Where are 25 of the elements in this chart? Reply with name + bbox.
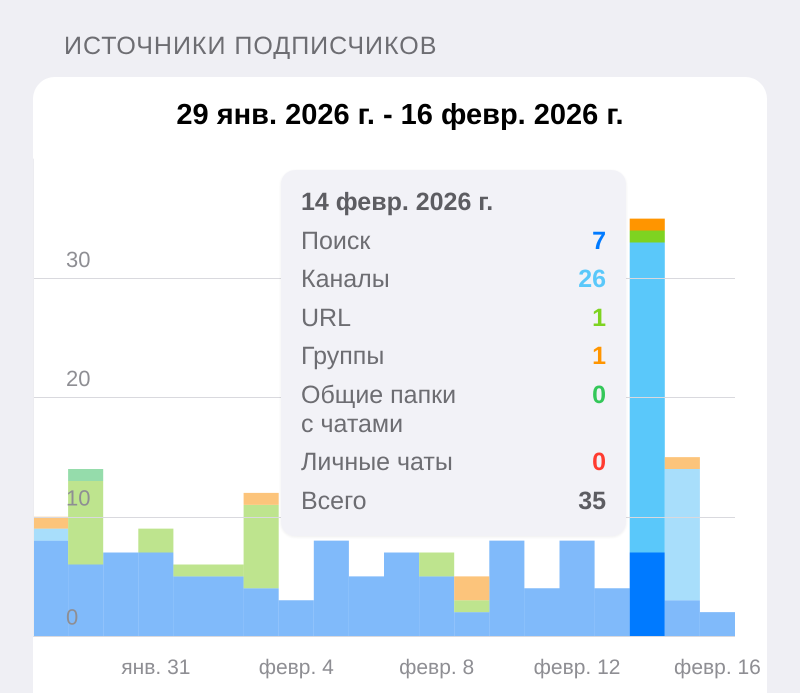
y-tick-label: 0 (66, 604, 78, 630)
category-label: Личные чаты (301, 448, 453, 477)
category-label: Поиск (301, 226, 370, 256)
x-tick-label: февр. 12 (534, 656, 620, 679)
data-label: 0 (592, 380, 606, 410)
y-tick-label: 30 (66, 246, 90, 272)
category-label: Общие папки с чатами (301, 380, 458, 438)
category-label: Каналы (301, 265, 390, 294)
chart-title: ИСТОЧНИКИ ПОДПИСЧИКОВ (64, 32, 438, 61)
chart-subtitle: 29 янв. 2026 г. - 16 февр. 2026 г. (175, 99, 625, 132)
category-label: Всего (301, 486, 367, 516)
x-tick-label: янв. 31 (121, 656, 190, 679)
data-label: 26 (578, 265, 606, 294)
data-label: 1 (592, 342, 606, 371)
x-tick-label: февр. 8 (399, 656, 474, 679)
x-tick-label: февр. 16 (674, 656, 761, 679)
data-label: 7 (592, 226, 606, 256)
category-label: URL (301, 304, 352, 332)
data-label: 35 (578, 486, 606, 516)
x-tick-label: февр. 4 (258, 656, 334, 679)
category-label: Группы (301, 342, 384, 371)
data-label: 1 (592, 304, 606, 332)
data-label: 0 (592, 448, 606, 477)
y-tick-label: 20 (66, 366, 90, 391)
text: 14 февр. 2026 г. (301, 188, 494, 217)
